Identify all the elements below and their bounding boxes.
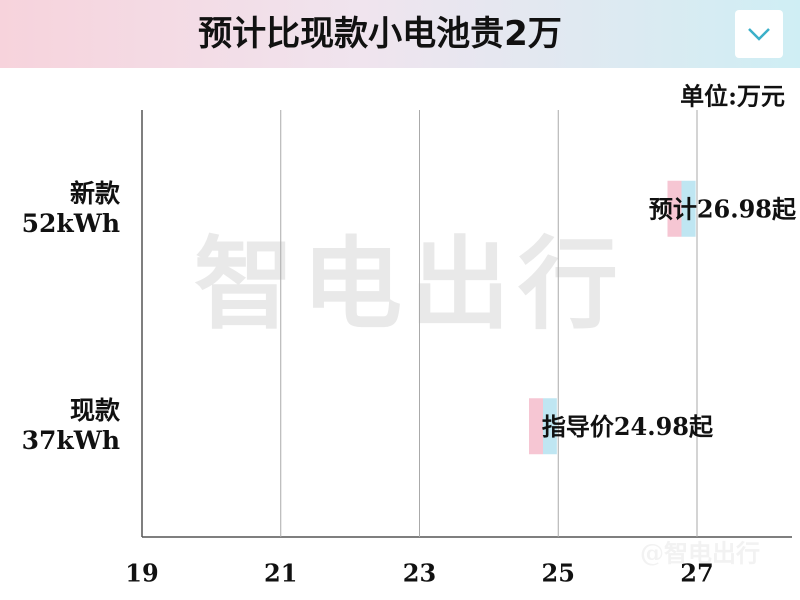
value-label: 指导价24.98起 bbox=[542, 412, 714, 441]
category-label: 现款 37kWh bbox=[21, 396, 120, 456]
chevron-icon bbox=[748, 28, 770, 41]
bar bbox=[142, 180, 696, 237]
x-tick-label: 27 bbox=[680, 559, 713, 588]
header: 预计比现款小电池贵2万 bbox=[0, 0, 800, 68]
x-tick-label: 25 bbox=[542, 559, 575, 588]
credit: @智电出行 bbox=[640, 539, 760, 568]
watermark: 智电出行 bbox=[194, 225, 626, 343]
x-tick-label: 21 bbox=[264, 559, 297, 588]
unit-label: 单位:万元 bbox=[680, 82, 785, 111]
bar bbox=[142, 398, 557, 455]
collapse-button[interactable] bbox=[735, 10, 783, 58]
category-label: 新款 52kWh bbox=[21, 178, 120, 238]
chart: 单位:万元 智电出行 @智电出行 19 21 23 25 27 预计26.98起指导价24… bbox=[125, 82, 797, 588]
value-label: 预计26.98起 bbox=[649, 194, 797, 223]
chart-title: 预计比现款小电池贵2万 bbox=[198, 14, 562, 54]
x-tick-label: 19 bbox=[125, 559, 158, 588]
x-tick-label: 23 bbox=[403, 559, 436, 588]
